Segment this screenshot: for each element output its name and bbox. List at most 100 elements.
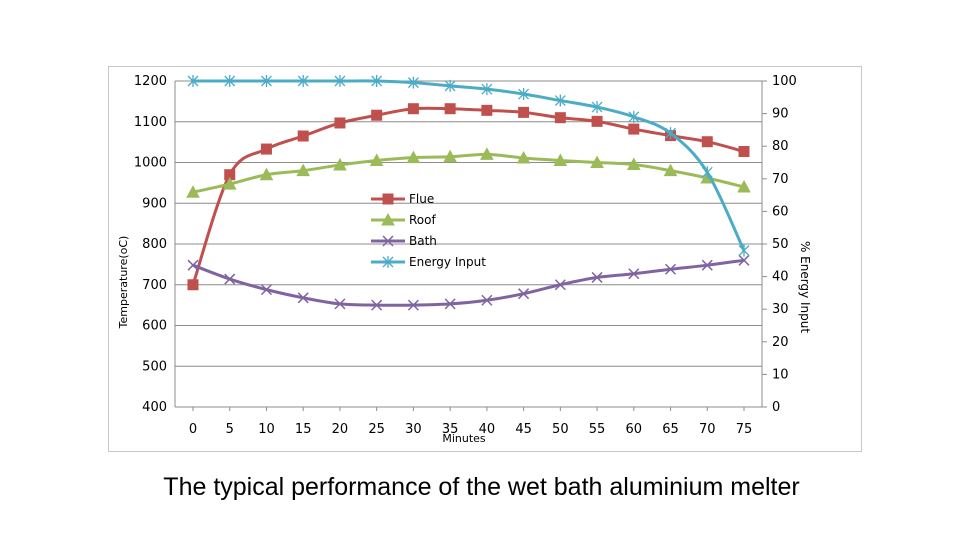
data-point (481, 83, 493, 96)
y-tick-label: 900 (142, 196, 167, 211)
data-point (518, 288, 530, 300)
y2-axis-title: % Energy Input (798, 241, 812, 333)
x-tick-label: 60 (626, 422, 643, 437)
data-point (334, 117, 346, 129)
data-point (626, 157, 641, 171)
data-point (701, 166, 713, 179)
series-energy-input (187, 75, 750, 257)
legend-swatch-marker (382, 193, 394, 205)
data-point (737, 179, 751, 193)
data-point (296, 163, 311, 177)
data-point (187, 259, 199, 271)
data-point (628, 123, 640, 135)
x-tick-label: 45 (515, 422, 532, 437)
x-tick-label: 0 (189, 422, 197, 437)
x-tick-label: 50 (552, 422, 569, 437)
data-point (518, 88, 530, 101)
left-axis-ticks: 400 500 600 700 800 900 1000 1100 1200 (134, 74, 167, 415)
data-point (407, 76, 419, 89)
data-point (554, 279, 566, 291)
data-point (628, 110, 640, 123)
data-point (590, 155, 604, 168)
series-flue (187, 103, 750, 291)
data-point (187, 279, 199, 291)
data-point (553, 153, 568, 166)
chart-caption: The typical performance of the wet bath … (163, 473, 800, 501)
x-tick-label: 75 (736, 422, 753, 437)
x-tick-label: 10 (258, 422, 275, 437)
data-point (224, 75, 236, 87)
data-point (591, 271, 603, 283)
series-line (192, 152, 745, 194)
data-point (369, 153, 384, 166)
y-axis-title: Temperature(oC) (117, 236, 130, 330)
data-point (701, 136, 713, 148)
data-point (371, 75, 383, 87)
x-tick-label: 15 (295, 422, 312, 437)
data-point (334, 75, 346, 87)
y-tick-label: 500 (142, 359, 167, 374)
x-tick-label: 5 (226, 422, 234, 437)
data-point (406, 150, 421, 164)
y2-tick-label: 0 (772, 400, 780, 415)
data-point (259, 167, 274, 181)
gridlines (175, 80, 762, 408)
y2-tick-label: 20 (772, 335, 789, 350)
series-bath (187, 254, 750, 311)
data-point (665, 263, 677, 275)
data-point (407, 299, 419, 311)
data-point (701, 259, 713, 271)
data-point (297, 75, 309, 87)
y2-tick-label: 50 (772, 237, 789, 252)
data-point (371, 299, 383, 311)
y-tick-label: 800 (142, 237, 167, 252)
data-point (371, 109, 383, 121)
data-point (518, 106, 530, 118)
x-tick-label: 40 (479, 422, 496, 437)
data-point (222, 177, 237, 190)
x-axis-ticks: 0 5 10 15 20 25 30 35 40 45 50 55 60 65 70 75 (189, 407, 752, 437)
legend-label: Bath (409, 234, 437, 248)
data-point (186, 185, 200, 198)
y-tick-label: 700 (142, 278, 167, 293)
x-tick-label: 35 (442, 422, 459, 437)
y-tick-label: 1200 (134, 74, 167, 89)
data-point (407, 103, 419, 115)
y-tick-label: 1100 (134, 115, 167, 130)
data-point (554, 94, 566, 107)
series-line (193, 79, 746, 252)
data-point (334, 298, 346, 310)
y-tick-label: 600 (142, 319, 167, 334)
x-tick-label: 70 (699, 422, 716, 437)
legend: Flue Roof Bath Energy Input (371, 192, 486, 269)
legend-label: Roof (409, 213, 436, 227)
y2-tick-label: 90 (772, 107, 789, 122)
data-point (516, 150, 531, 164)
data-point (297, 130, 309, 142)
y2-tick-label: 60 (772, 204, 789, 219)
x-tick-label: 30 (405, 422, 422, 437)
legend-swatch-marker (382, 235, 394, 247)
legend-swatch-marker (382, 256, 394, 268)
y2-tick-label: 40 (772, 270, 789, 285)
legend-label: Flue (409, 192, 434, 206)
y-tick-label: 1000 (134, 156, 167, 171)
data-point (333, 157, 347, 171)
data-point (628, 268, 640, 280)
legend-swatch-marker (381, 212, 395, 226)
data-point (260, 284, 272, 296)
y2-tick-label: 100 (772, 74, 797, 89)
y2-tick-label: 80 (772, 139, 789, 154)
x-tick-label: 65 (662, 422, 679, 437)
right-axis-ticks: 0 10 20 30 40 50 60 70 80 90 100 (762, 74, 797, 415)
data-point (738, 244, 750, 257)
y-tick-label: 400 (142, 400, 167, 415)
data-point (481, 294, 493, 306)
data-point (554, 112, 566, 124)
data-point (738, 254, 750, 266)
data-point (444, 79, 456, 92)
legend-label: Energy Input (409, 255, 486, 269)
data-point (444, 103, 456, 115)
series-layer (186, 75, 751, 311)
